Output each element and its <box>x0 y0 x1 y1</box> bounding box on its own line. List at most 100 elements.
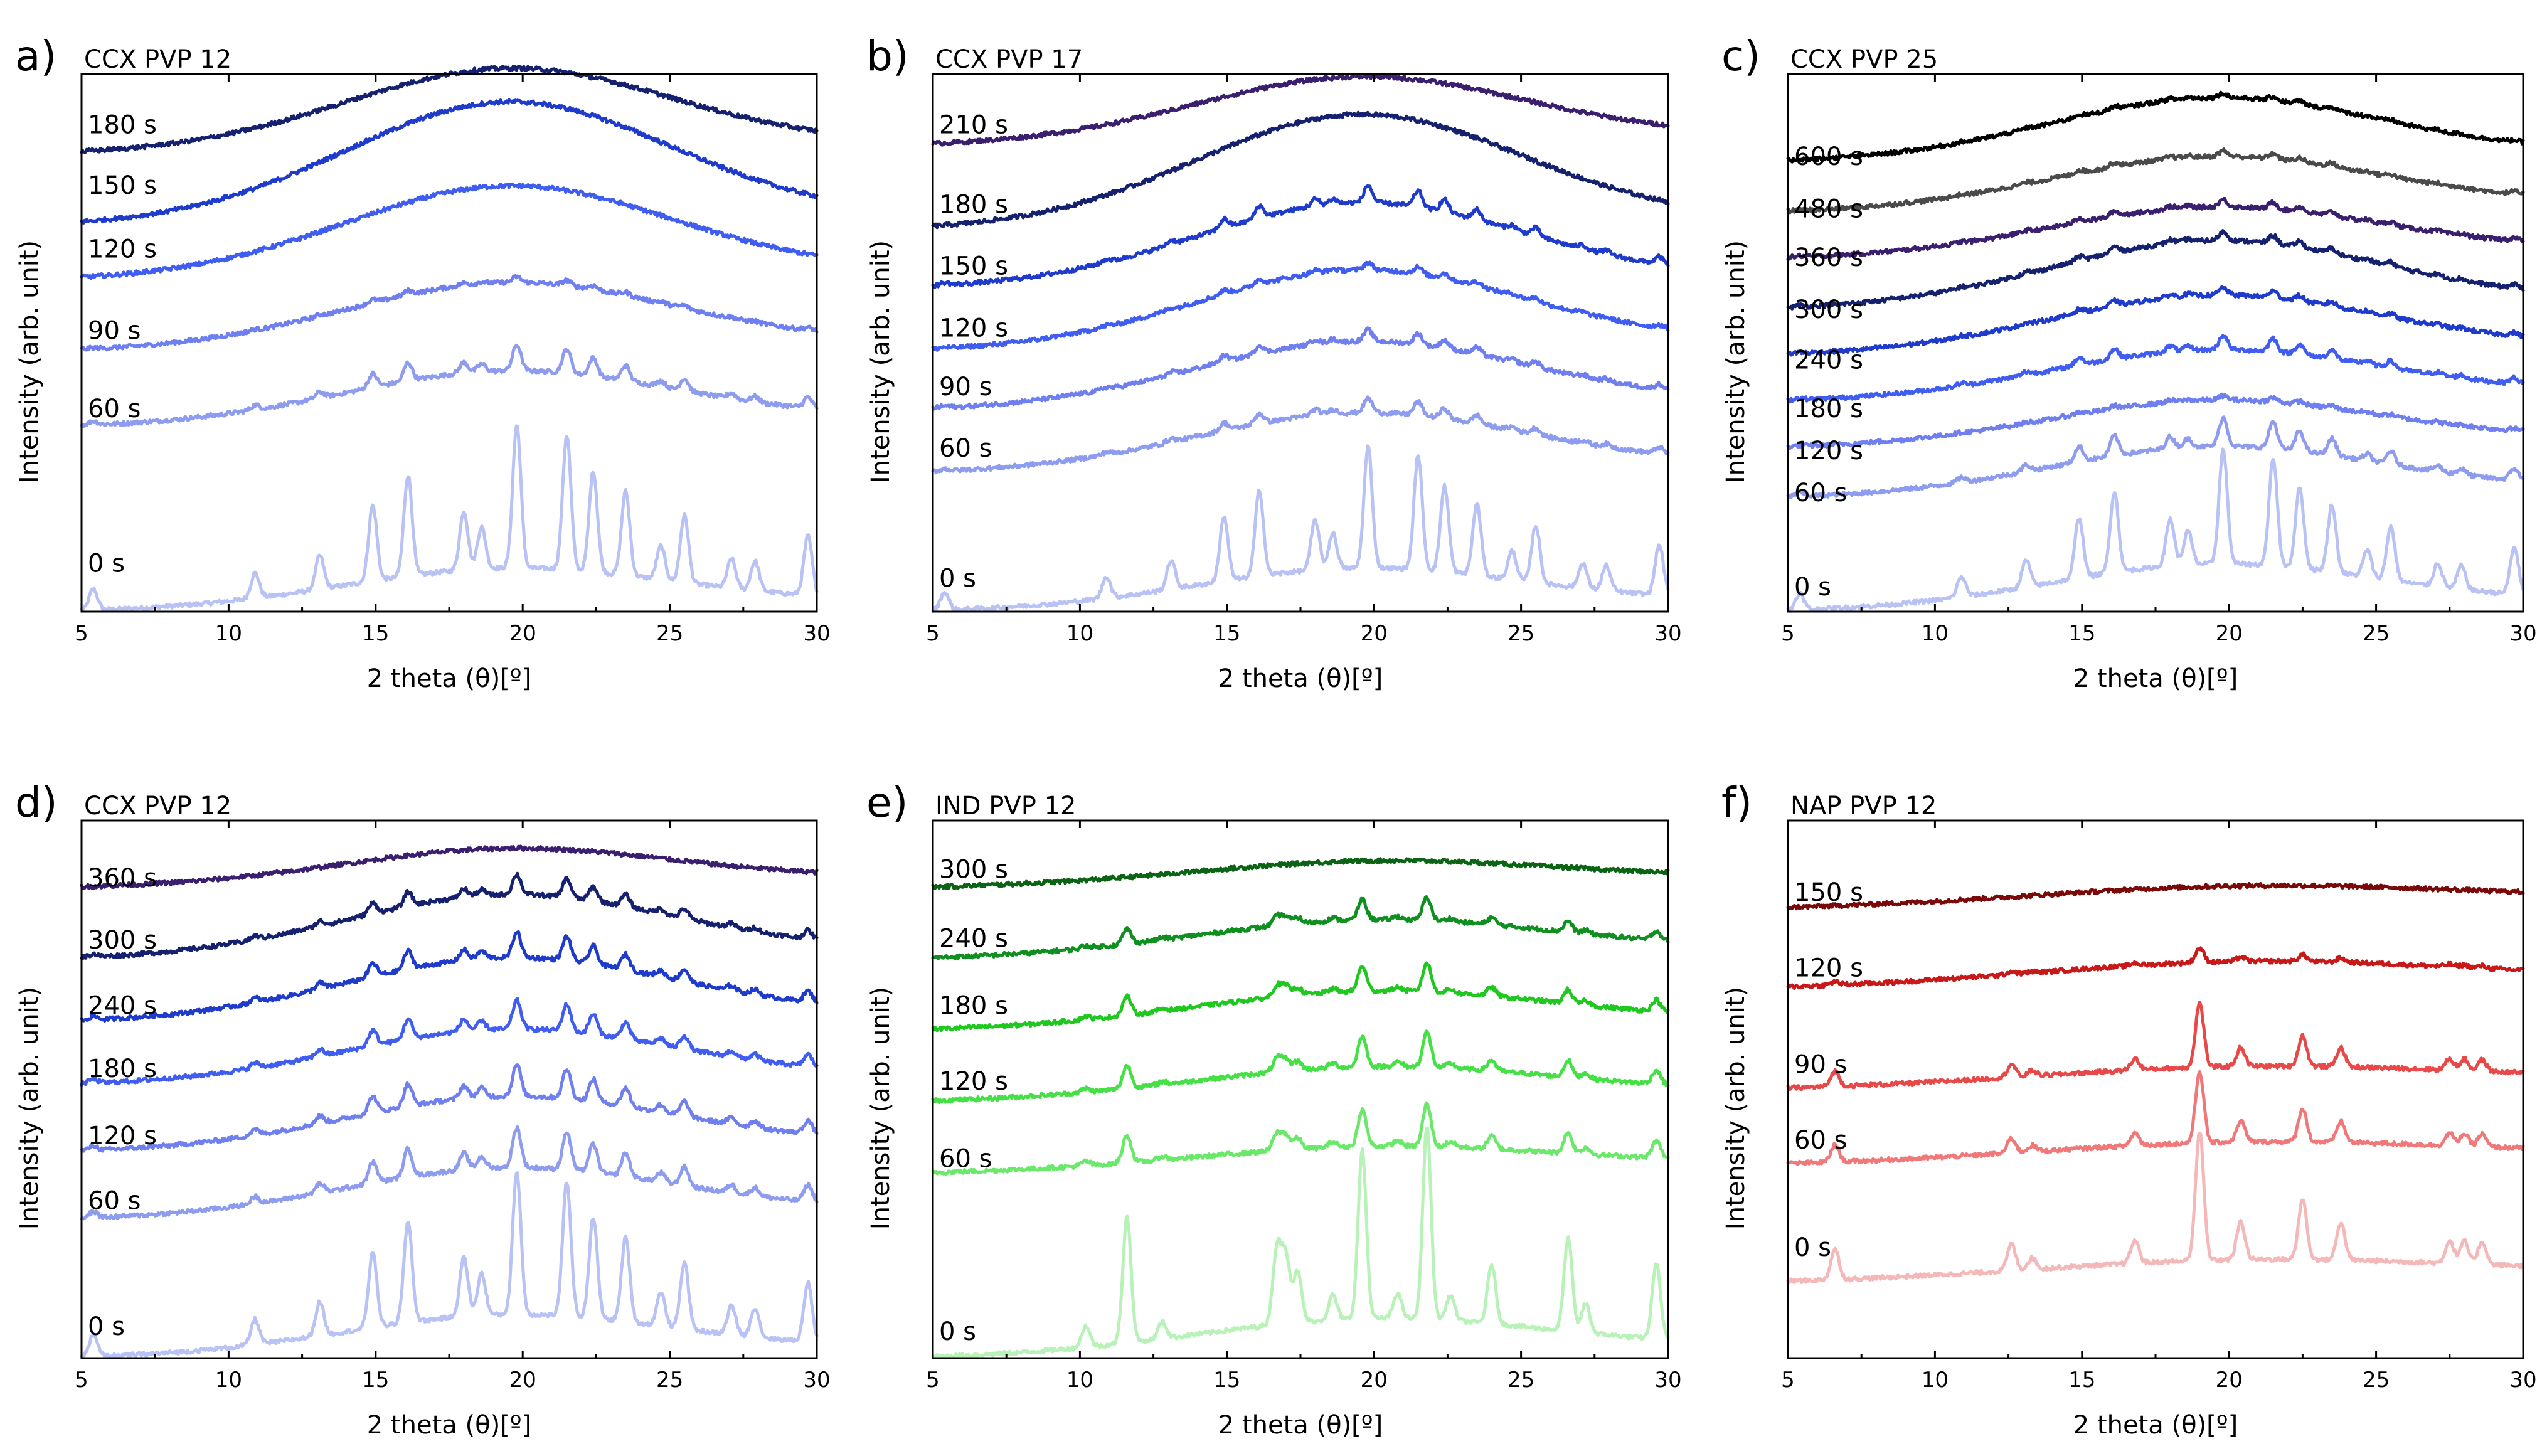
x-tick-label: 15 <box>362 621 389 646</box>
series-line <box>1786 392 2525 450</box>
chart-panel: b) CCX PVP 17 0 s 60 s 90 s 120 s 150 s 180 s 21… <box>866 32 1682 693</box>
series-label: 150 s <box>939 252 1008 280</box>
series-line <box>1786 1001 2525 1092</box>
series-line <box>1786 147 2525 215</box>
panel-title: IND PVP 12 <box>935 792 1076 821</box>
x-tick-label: 30 <box>2509 1368 2536 1393</box>
x-tick-label: 5 <box>926 1368 940 1393</box>
series-line <box>931 395 1670 475</box>
panel-letter: c) <box>1721 32 1760 80</box>
series-label: 180 s <box>1794 395 1863 423</box>
series-label: 240 s <box>1794 346 1863 375</box>
x-tick-label: 5 <box>1781 621 1795 646</box>
series-label: 90 s <box>1794 1050 1847 1079</box>
panel-letter: f) <box>1721 778 1752 827</box>
series-label: 120 s <box>939 314 1008 343</box>
series-label: 240 s <box>939 924 1008 953</box>
series-line <box>80 1171 819 1359</box>
x-tick-label: 25 <box>2363 1368 2390 1393</box>
panel-title: CCX PVP 12 <box>84 792 231 821</box>
series-label: 300 s <box>1794 295 1863 324</box>
series-line <box>1786 229 2525 311</box>
series-label: 300 s <box>88 926 157 955</box>
series-line <box>931 961 1670 1033</box>
panel-title: CCX PVP 25 <box>1790 45 1938 74</box>
panel-letter: d) <box>15 778 58 827</box>
x-tick-label: 20 <box>509 1368 536 1393</box>
series-line <box>1786 90 2525 164</box>
series-label: 300 s <box>939 856 1008 885</box>
series-line <box>931 1029 1670 1104</box>
chart-panel: d) CCX PVP 12 0 s 60 s 120 s 180 s 240 s 300 s 3… <box>15 778 831 1440</box>
x-tick-label: 10 <box>1922 1368 1949 1393</box>
series-line <box>931 260 1670 352</box>
series-line <box>1786 285 2525 357</box>
x-tick-label: 20 <box>509 621 536 646</box>
x-tick-label: 25 <box>1507 621 1534 646</box>
chart-panel: c) CCX PVP 25 0 s 60 s 120 s 180 s 240 s 300 s 3… <box>1721 32 2537 693</box>
series-label: 150 s <box>1794 878 1863 907</box>
series-label: 600 s <box>1794 142 1863 171</box>
x-tick-label: 20 <box>2216 621 2243 646</box>
x-tick-label: 30 <box>1654 621 1681 646</box>
series-line <box>1786 447 2525 613</box>
y-axis-label: Intensity (arb. unit) <box>866 987 895 1230</box>
series-line <box>80 844 819 890</box>
x-tick-label: 15 <box>2068 621 2095 646</box>
series-label: 480 s <box>1794 194 1863 223</box>
x-tick-label: 15 <box>362 1368 389 1393</box>
x-axis-label: 2 theta (θ)[º] <box>367 664 531 693</box>
plot-frame <box>80 73 818 613</box>
x-tick-label: 10 <box>1066 1368 1093 1393</box>
series-line <box>1786 946 2525 990</box>
series-line <box>931 1101 1670 1176</box>
panel-letter: b) <box>866 32 909 80</box>
x-tick-label: 15 <box>1213 1368 1240 1393</box>
chart-panel: e) IND PVP 12 0 s 60 s 120 s 180 s 240 s 300 s 5… <box>866 778 1682 1440</box>
x-tick-label: 10 <box>1922 621 1949 646</box>
series-label: 150 s <box>88 171 157 200</box>
x-tick-label: 25 <box>2363 621 2390 646</box>
series-label: 120 s <box>88 1122 157 1150</box>
x-tick-label: 15 <box>2068 1368 2095 1393</box>
x-tick-label: 20 <box>2216 1368 2243 1393</box>
x-tick-label: 20 <box>1361 621 1388 646</box>
series-line <box>80 930 819 1023</box>
series-label: 0 s <box>1794 573 1831 602</box>
series-line <box>1786 881 2525 911</box>
x-tick-label: 30 <box>1654 1368 1681 1393</box>
series-line <box>80 182 819 280</box>
series-line <box>931 184 1670 289</box>
series-line <box>1786 197 2525 261</box>
x-tick-label: 5 <box>75 621 88 646</box>
series-line <box>1786 334 2525 404</box>
y-axis-label: Intensity (arb. unit) <box>1721 987 1750 1230</box>
x-axis-label: 2 theta (θ)[º] <box>367 1411 531 1440</box>
x-tick-label: 10 <box>1066 621 1093 646</box>
y-axis-label: Intensity (arb. unit) <box>15 987 44 1230</box>
panel-letter: e) <box>866 778 908 827</box>
x-axis-label: 2 theta (θ)[º] <box>1218 664 1383 693</box>
series-line <box>80 1125 819 1221</box>
series-label: 0 s <box>88 549 125 578</box>
series-line <box>80 997 819 1087</box>
series-label: 180 s <box>939 992 1008 1021</box>
x-axis-label: 2 theta (θ)[º] <box>2073 1411 2238 1440</box>
chart-panel: a) CCX PVP 12 0 s 60 s 90 s 120 s 150 s 180 s 5 1… <box>15 32 831 693</box>
x-tick-label: 30 <box>803 621 830 646</box>
series-line <box>931 857 1670 890</box>
y-axis-label: Intensity (arb. unit) <box>1721 240 1750 483</box>
series-label: 60 s <box>939 1144 992 1173</box>
series-label: 120 s <box>1794 437 1863 465</box>
series-label: 120 s <box>88 235 157 264</box>
plot-frame <box>932 73 1669 613</box>
chart-panel: f) NAP PVP 12 0 s 60 s 90 s 120 s 150 s 5 10 15 20… <box>1721 778 2537 1440</box>
series-label: 60 s <box>88 395 141 423</box>
series-label: 360 s <box>1794 243 1863 272</box>
series-line <box>80 343 819 428</box>
panel-title: NAP PVP 12 <box>1790 792 1937 821</box>
series-label: 180 s <box>88 1055 157 1083</box>
series-label: 120 s <box>939 1067 1008 1096</box>
